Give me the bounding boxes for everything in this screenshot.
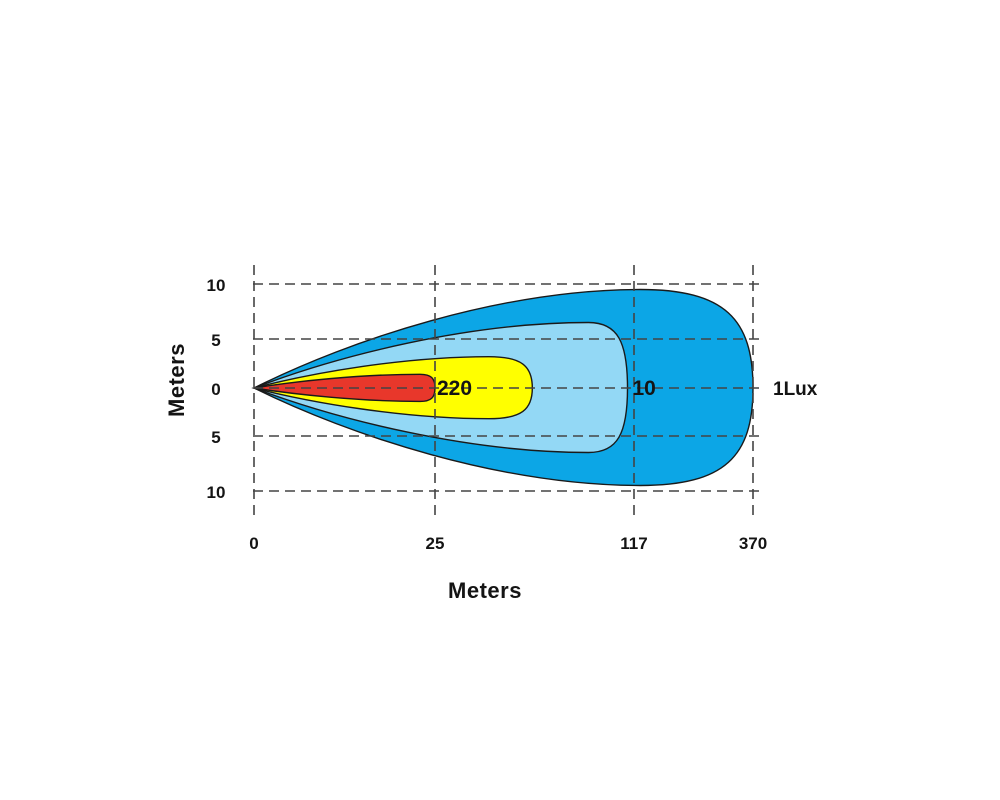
x-tick-label: 25: [426, 534, 445, 553]
y-tick-label: 10: [207, 276, 226, 295]
y-tick-label: 5: [211, 331, 220, 350]
x-tick-label: 370: [739, 534, 767, 553]
x-axis-ticks: 0 25 117 370: [249, 534, 767, 553]
x-tick-label: 117: [620, 534, 647, 553]
x-tick-label: 0: [249, 534, 258, 553]
x-axis-title: Meters: [448, 578, 522, 603]
dashed-grid: [253, 265, 763, 516]
contour-labels: 1Lux 10 220: [437, 377, 818, 400]
y-tick-label: 5: [211, 428, 220, 447]
contour-label: 10: [633, 377, 656, 400]
y-tick-label: 10: [207, 483, 226, 502]
y-axis-title: Meters: [164, 343, 189, 417]
contour-label: 1Lux: [773, 379, 818, 400]
y-tick-label: 0: [211, 380, 220, 399]
y-axis-ticks: 10 5 0 5 10: [207, 276, 226, 502]
contour-label: 220: [437, 377, 472, 400]
